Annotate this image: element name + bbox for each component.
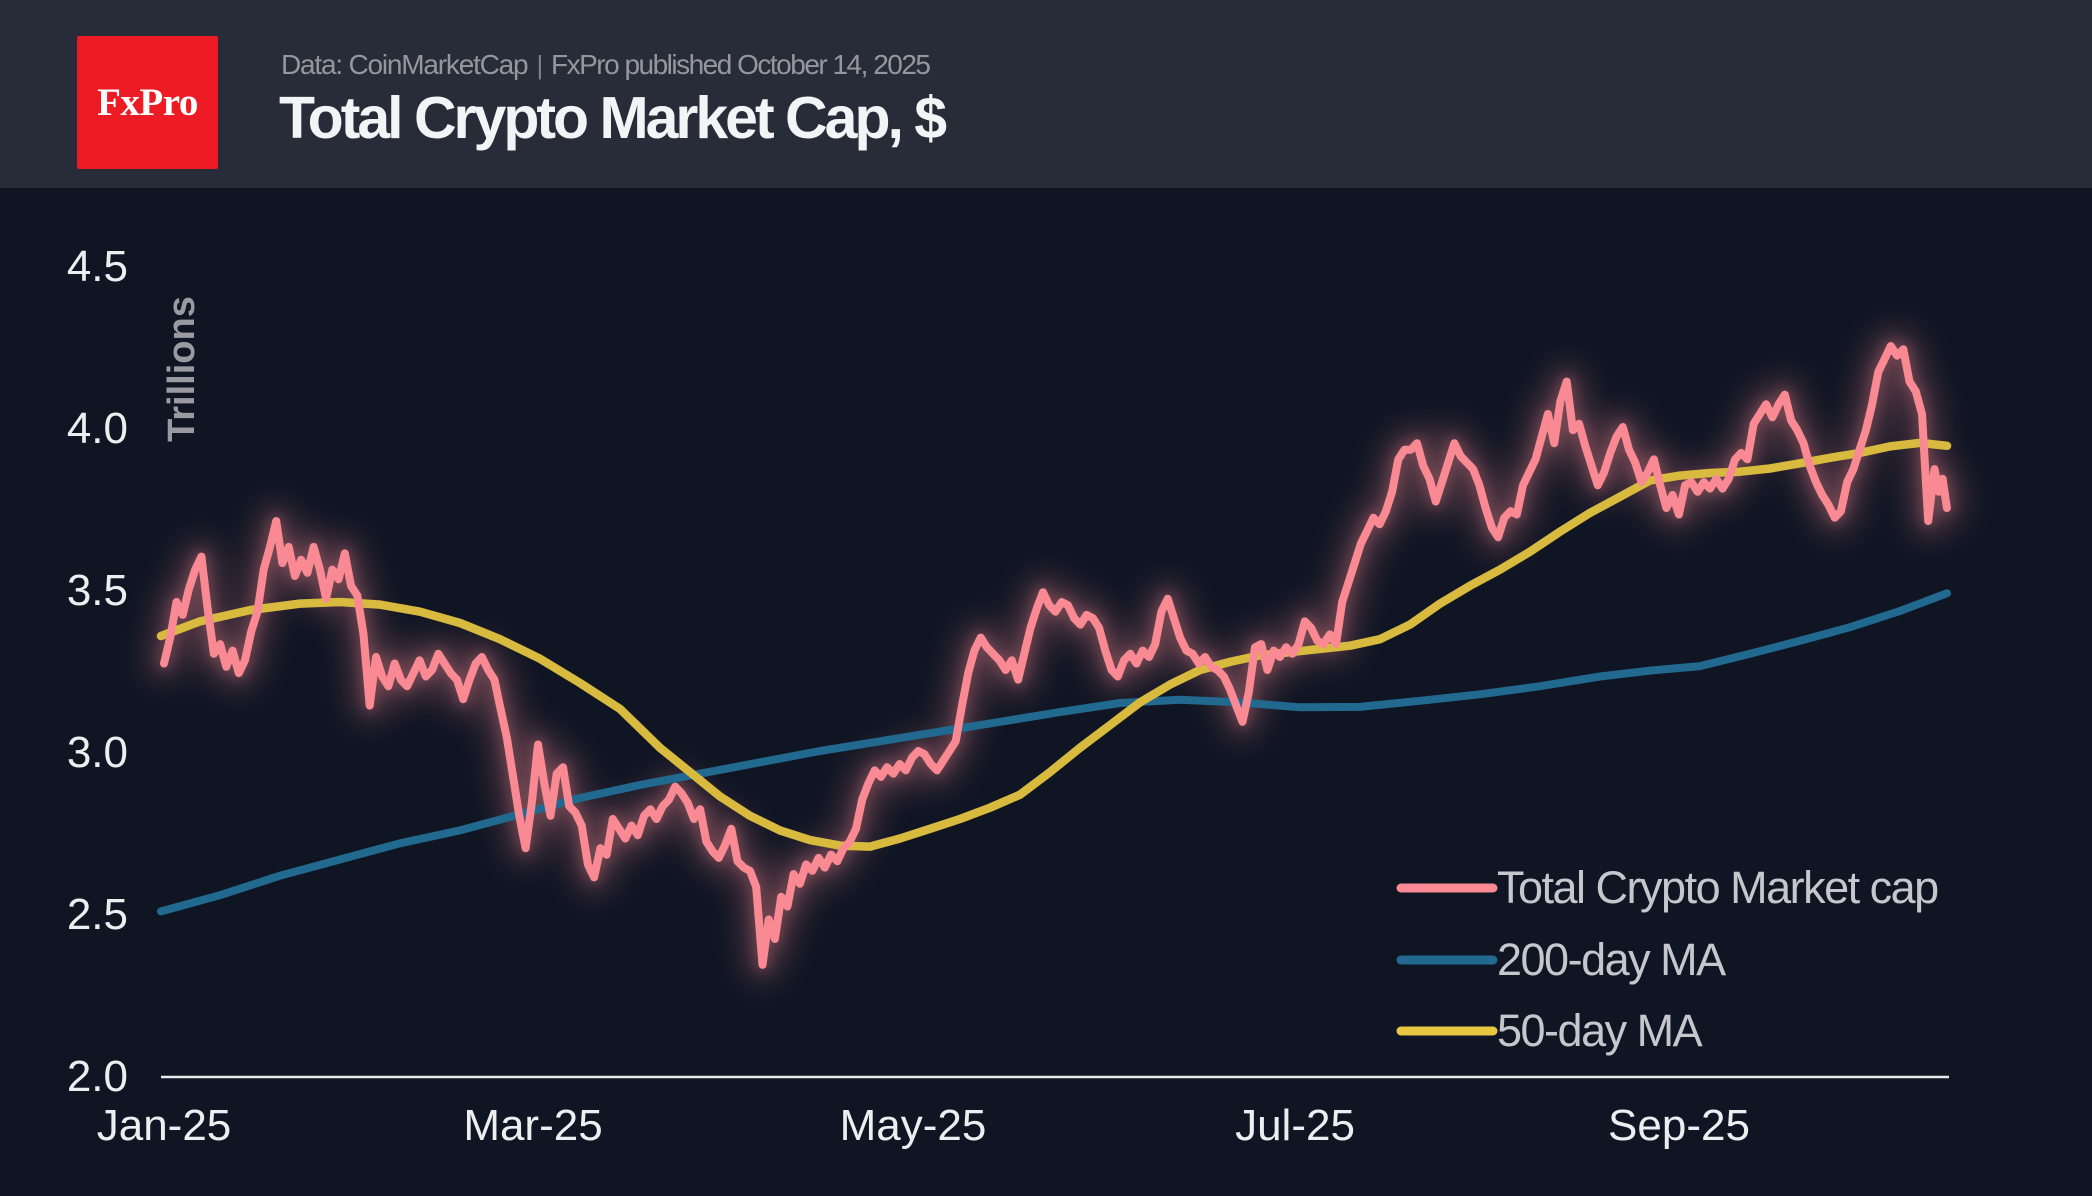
svg-text:Mar-25: Mar-25	[463, 1101, 602, 1150]
svg-text:50-day MA: 50-day MA	[1497, 1005, 1703, 1056]
svg-text:3.5: 3.5	[67, 566, 128, 615]
svg-text:200-day MA: 200-day MA	[1497, 934, 1726, 985]
svg-text:Jul-25: Jul-25	[1235, 1101, 1355, 1150]
svg-text:3.0: 3.0	[67, 728, 128, 777]
svg-text:Trillions: Trillions	[161, 296, 203, 442]
svg-text:May-25: May-25	[840, 1101, 987, 1150]
svg-text:Total Crypto Market cap: Total Crypto Market cap	[1497, 862, 1938, 913]
svg-text:2.0: 2.0	[67, 1052, 128, 1101]
svg-text:Jan-25: Jan-25	[97, 1101, 232, 1150]
svg-text:4.5: 4.5	[67, 242, 128, 291]
svg-text:4.0: 4.0	[67, 404, 128, 453]
svg-text:2.5: 2.5	[67, 890, 128, 939]
svg-text:Sep-25: Sep-25	[1608, 1101, 1750, 1150]
